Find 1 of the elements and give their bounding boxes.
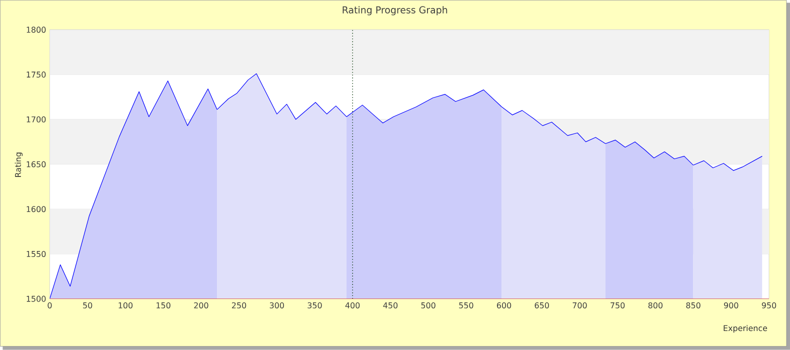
chart-title: Rating Progress Graph	[342, 6, 448, 16]
